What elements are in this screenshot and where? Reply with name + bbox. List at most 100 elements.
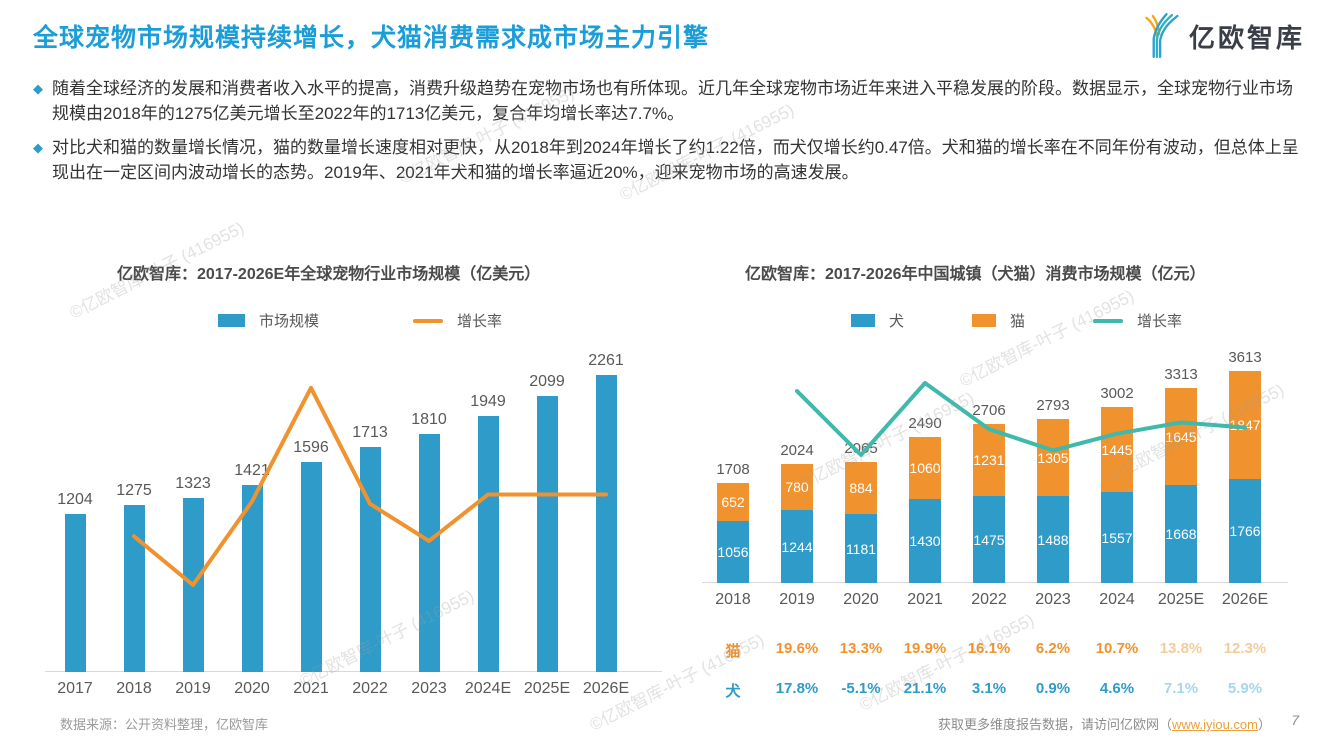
chart1-axis-baseline [45, 671, 662, 672]
chart2-plot: 1056 652 1708 1244 780 2024 1181 884 2065 1430 106… [700, 340, 1333, 583]
legend-growth-label: 增长率 [1137, 313, 1183, 330]
chart2-dog-value: 1557 [1101, 529, 1133, 546]
chart1-bar-2018 [123, 505, 145, 672]
legend-market-size-swatch [217, 314, 245, 327]
chart2-total-value: 1708 [716, 461, 750, 478]
chart1-xlabel-2017: 2017 [57, 680, 93, 697]
chart2-dog-value: 1430 [909, 533, 941, 549]
chart2-dog-value: 1766 [1229, 523, 1261, 539]
chart2-dog-value: 1475 [973, 531, 1005, 548]
legend-growth-label: 增长率 [457, 313, 503, 330]
legend-dog-label: 犬 [888, 313, 904, 330]
growth-table-cell: 5.9% [1227, 680, 1263, 697]
chart1-value-label: 1204 [57, 491, 93, 508]
chart2-xlabel-2026E: 2026E [1221, 591, 1269, 608]
chart2-total-value: 2490 [908, 415, 942, 432]
chart2-cat-value: 1645 [1165, 428, 1197, 445]
growth-table-row-label-猫: 猫 [725, 643, 741, 660]
chart1-xlabel-2025E: 2025E [523, 680, 571, 697]
footer-cta-suffix: ） [1257, 717, 1271, 732]
chart1-value-label: 1949 [470, 393, 506, 410]
chart1-bar-2026E [595, 375, 617, 672]
chart1-value-label: 1810 [411, 411, 447, 428]
chart2-xlabel-2024: 2024 [1099, 591, 1135, 608]
chart1-xlabel-2018: 2018 [116, 680, 152, 697]
growth-table-cell: 17.8% [775, 680, 819, 697]
growth-table-cell: 10.7% [1095, 640, 1139, 657]
brand-logo: 亿欧智库 [1141, 12, 1305, 60]
chart1-value-label: 1421 [234, 462, 270, 479]
summary-bullets: ◆ 随着全球经济的发展和消费者收入水平的提高，消费升级趋势在宠物市场也有所体现。… [33, 76, 1305, 194]
growth-table-cell: 12.3% [1223, 640, 1267, 657]
chart1-bar-2025E [536, 396, 558, 672]
chart1-bar-2020 [241, 485, 263, 672]
legend-dog-swatch [850, 314, 875, 327]
chart2-xlabel-2025E: 2025E [1157, 591, 1205, 608]
chart2-xlabel-2023: 2023 [1035, 591, 1071, 608]
chart2-title: 亿欧智库：2017-2026年中国城镇（犬猫）消费市场规模（亿元） [745, 266, 1206, 283]
chart2-total-value: 2793 [1036, 397, 1070, 414]
chart2-dog-bar-2021 [909, 499, 941, 583]
legend-cat-label: 猫 [1009, 313, 1025, 330]
chart1-value-label: 1323 [175, 475, 211, 492]
growth-table-cell: 7.1% [1163, 680, 1199, 697]
chart2-cat-value: 1305 [1037, 449, 1069, 466]
chart2-dog-value: 1488 [1037, 531, 1069, 548]
growth-table-cell: 0.9% [1035, 680, 1071, 697]
chart1-bar-2017 [64, 514, 86, 672]
chart1-legend: 市场规模 增长率 [40, 310, 680, 331]
chart1-bar-2022 [359, 447, 381, 672]
global-pet-market-chart: 亿欧智库：2017-2026E年全球宠物行业市场规模（亿美元） 市场规模 增长率… [40, 252, 680, 712]
chart2-xlabel-2020: 2020 [843, 591, 879, 608]
chart2-dog-value: 1056 [717, 544, 749, 560]
chart2-legend: 犬 猫 增长率 [700, 310, 1333, 331]
chart1-title: 亿欧智库：2017-2026E年全球宠物行业市场规模（亿美元） [117, 266, 541, 283]
chart2-cat-bar-2019 [781, 464, 813, 510]
chart2-cat-bar-2020 [845, 462, 877, 514]
bullet-text: 随着全球经济的发展和消费者收入水平的提高，消费升级趋势在宠物市场也有所体现。近几… [52, 79, 1293, 123]
chart1-value-label: 1275 [116, 482, 152, 499]
chart1-value-label: 1596 [293, 439, 329, 456]
footer-cta-prefix: 获取更多维度报告数据，请访问亿欧网（ [938, 717, 1173, 732]
chart2-xlabel-2019: 2019 [779, 591, 815, 608]
brand-logo-icon [1145, 12, 1179, 59]
chart1-value-label: 2261 [588, 352, 624, 369]
growth-table-cell: 4.6% [1099, 680, 1135, 697]
growth-table-cell: 13.3% [839, 640, 883, 657]
bullet-diamond-icon: ◆ [33, 140, 43, 155]
chart1-value-label: 2099 [529, 373, 565, 390]
chart1-bar-2021 [300, 462, 322, 672]
brand-logo-text: 亿欧智库 [1188, 22, 1305, 53]
bullet-item: ◆ 对比犬和猫的数量增长情况，猫的数量增长速度相对更快，从2018年到2024年… [33, 135, 1305, 185]
growth-table-row-label-犬: 犬 [725, 683, 741, 700]
chart2-cat-value: 1060 [909, 460, 941, 476]
chart1-xlabel-2024E: 2024E [464, 680, 512, 697]
growth-table-cell: 3.1% [971, 680, 1007, 697]
growth-table-cell: 19.9% [903, 640, 947, 657]
growth-table-cell: 16.1% [967, 640, 1011, 657]
footer-cta: 获取更多维度报告数据，请访问亿欧网（www.iyiou.com） [938, 714, 1271, 733]
chart2-cat-value: 884 [849, 480, 873, 496]
chart2-dog-value: 1181 [845, 540, 877, 557]
page-title: 全球宠物市场规模持续增长，犬猫消费需求成市场主力引擎 [33, 24, 710, 52]
chart1-value-label: 1713 [352, 424, 388, 441]
chart2-total-value: 2065 [844, 440, 878, 457]
china-dog-cat-market-chart: 亿欧智库：2017-2026年中国城镇（犬猫）消费市场规模（亿元） 犬 猫 增长… [700, 252, 1333, 722]
iyiou-link[interactable]: www.iyiou.com [1172, 717, 1258, 732]
chart2-dog-bar-2025E [1165, 485, 1197, 583]
chart2-cat-value: 780 [785, 479, 809, 495]
bullet-item: ◆ 随着全球经济的发展和消费者收入水平的提高，消费升级趋势在宠物市场也有所体现。… [33, 76, 1305, 126]
chart1-xlabel-2022: 2022 [352, 680, 388, 697]
chart2-xlabel-2021: 2021 [907, 591, 943, 608]
data-source-note: 数据来源：公开资料整理，亿欧智库 [60, 717, 269, 732]
chart2-xlabel-2018: 2018 [715, 591, 751, 608]
chart1-xlabel-2020: 2020 [234, 680, 270, 697]
chart2-xlabel-2022: 2022 [971, 591, 1007, 608]
growth-table-cell: 13.8% [1159, 640, 1203, 657]
bullet-diamond-icon: ◆ [33, 81, 43, 96]
chart2-dog-bar-2023 [1037, 496, 1069, 583]
chart1-bar-2019 [182, 498, 204, 672]
chart2-total-value: 2024 [780, 442, 814, 459]
legend-growth-line-swatch [413, 318, 443, 323]
